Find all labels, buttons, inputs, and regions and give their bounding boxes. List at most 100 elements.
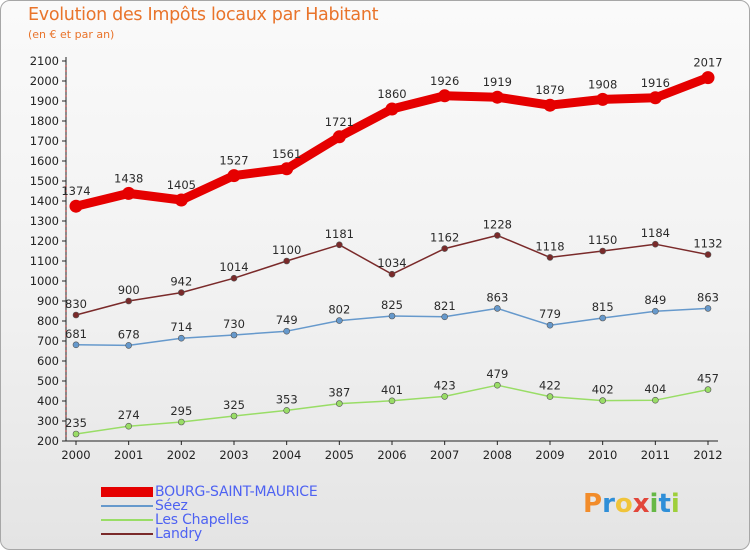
legend-label-seez: Séez bbox=[155, 498, 188, 514]
legend-label-les-chapelles: Les Chapelles bbox=[155, 512, 249, 528]
data-label-landry-2005: 1181 bbox=[325, 227, 354, 241]
data-label-s-ez-2004: 749 bbox=[276, 313, 298, 327]
y-tick-label-300: 300 bbox=[37, 414, 59, 428]
legend-label-landry: Landry bbox=[155, 526, 202, 542]
y-minor-dot-250 bbox=[65, 430, 67, 432]
y-minor-dot-350 bbox=[65, 410, 67, 412]
data-label-les-chapelles-2006: 401 bbox=[381, 383, 403, 397]
y-minor-dot-1475 bbox=[65, 185, 67, 187]
x-tick-label-2003: 2003 bbox=[219, 448, 248, 462]
data-label-les-chapelles-2004: 353 bbox=[276, 392, 298, 406]
y-tick-label-1100: 1100 bbox=[30, 254, 59, 268]
data-label-bourg-saint-maurice-2009: 1879 bbox=[535, 83, 564, 97]
data-label-landry-2000: 830 bbox=[65, 297, 87, 311]
data-label-les-chapelles-2000: 235 bbox=[65, 416, 87, 430]
x-tick-label-2005: 2005 bbox=[325, 448, 354, 462]
y-minor-dot-1450 bbox=[65, 190, 67, 192]
data-label-les-chapelles-2002: 295 bbox=[170, 404, 192, 418]
y-minor-dot-1375 bbox=[65, 205, 67, 207]
data-label-bourg-saint-maurice-2008: 1919 bbox=[483, 75, 512, 89]
brand-letter-5: t bbox=[658, 489, 671, 519]
y-minor-dot-1750 bbox=[65, 130, 67, 132]
data-label-s-ez-2012: 863 bbox=[697, 290, 719, 304]
data-label-s-ez-2005: 802 bbox=[328, 303, 350, 317]
y-minor-dot-1425 bbox=[65, 195, 67, 197]
y-tick-label-2100: 2100 bbox=[30, 54, 59, 68]
data-label-les-chapelles-2009: 422 bbox=[539, 379, 561, 393]
y-minor-dot-625 bbox=[65, 355, 67, 357]
y-minor-dot-1175 bbox=[65, 245, 67, 247]
point-landry-2009 bbox=[546, 254, 554, 261]
y-minor-dot-975 bbox=[65, 285, 67, 287]
data-label-landry-2004: 1100 bbox=[272, 243, 301, 257]
legend-swatch-landry bbox=[101, 533, 153, 535]
brand-letter-3: x bbox=[632, 489, 650, 519]
data-label-landry-2009: 1118 bbox=[535, 239, 564, 253]
y-minor-dot-275 bbox=[65, 425, 67, 427]
data-label-bourg-saint-maurice-2007: 1926 bbox=[430, 74, 459, 88]
data-label-les-chapelles-2010: 402 bbox=[592, 383, 614, 397]
y-minor-dot-725 bbox=[65, 335, 67, 337]
point-les-chapelles-2006 bbox=[388, 397, 396, 405]
x-tick-label-2012: 2012 bbox=[693, 448, 722, 462]
point-landry-2005 bbox=[336, 241, 343, 249]
y-minor-dot-2025 bbox=[65, 75, 67, 77]
y-tick-label-2000: 2000 bbox=[30, 74, 59, 88]
point-les-chapelles-2000 bbox=[72, 430, 80, 438]
brand-letter-1: r bbox=[602, 489, 615, 519]
data-label-les-chapelles-2005: 387 bbox=[328, 386, 350, 400]
data-label-bourg-saint-maurice-2001: 1438 bbox=[114, 171, 143, 185]
point-landry-2001 bbox=[125, 297, 132, 305]
data-label-landry-2012: 1132 bbox=[693, 237, 722, 251]
point-bourg-saint-maurice-2003 bbox=[227, 169, 241, 183]
legend-swatch-seez bbox=[101, 505, 153, 507]
y-tick-label-500: 500 bbox=[37, 374, 59, 388]
y-tick-label-900: 900 bbox=[37, 294, 59, 308]
y-tick-label-1800: 1800 bbox=[30, 114, 59, 128]
data-label-s-ez-2007: 821 bbox=[434, 299, 456, 313]
y-minor-dot-875 bbox=[65, 305, 67, 307]
x-tick-label-2007: 2007 bbox=[430, 448, 459, 462]
y-minor-dot-1075 bbox=[65, 265, 67, 267]
y-minor-dot-1925 bbox=[65, 95, 67, 97]
data-label-bourg-saint-maurice-2010: 1908 bbox=[588, 77, 617, 91]
point-s-ez-2003 bbox=[230, 331, 238, 339]
data-label-landry-2003: 1014 bbox=[219, 260, 248, 274]
brand-letter-6: i bbox=[670, 489, 680, 519]
y-minor-dot-1025 bbox=[65, 275, 67, 277]
y-minor-dot-425 bbox=[65, 395, 67, 397]
point-bourg-saint-maurice-2002 bbox=[174, 193, 188, 207]
y-minor-dot-1575 bbox=[65, 165, 67, 167]
data-label-landry-2010: 1150 bbox=[588, 233, 617, 247]
data-label-landry-2007: 1162 bbox=[430, 231, 459, 245]
y-tick-label-1400: 1400 bbox=[30, 194, 59, 208]
data-label-s-ez-2002: 714 bbox=[170, 320, 192, 334]
y-minor-dot-1975 bbox=[65, 85, 67, 87]
y-minor-dot-1050 bbox=[65, 270, 67, 272]
point-les-chapelles-2010 bbox=[599, 397, 606, 404]
data-label-bourg-saint-maurice-2012: 2017 bbox=[693, 56, 722, 70]
point-bourg-saint-maurice-2004 bbox=[280, 162, 294, 176]
data-label-s-ez-2003: 730 bbox=[223, 317, 245, 331]
y-minor-dot-650 bbox=[65, 350, 67, 352]
data-label-s-ez-2011: 849 bbox=[644, 293, 666, 307]
y-minor-dot-1825 bbox=[65, 115, 67, 117]
data-label-s-ez-2010: 815 bbox=[592, 300, 614, 314]
data-label-bourg-saint-maurice-2006: 1860 bbox=[377, 87, 406, 101]
y-minor-dot-1875 bbox=[65, 105, 67, 107]
y-minor-dot-2075 bbox=[65, 65, 67, 67]
data-label-les-chapelles-2003: 325 bbox=[223, 398, 245, 412]
data-label-landry-2002: 942 bbox=[170, 275, 192, 289]
point-les-chapelles-2005 bbox=[336, 400, 343, 407]
y-minor-dot-950 bbox=[65, 290, 67, 292]
point-les-chapelles-2004 bbox=[283, 407, 290, 414]
x-tick-label-2008: 2008 bbox=[483, 448, 512, 462]
y-tick-label-200: 200 bbox=[37, 434, 59, 448]
point-landry-2011 bbox=[652, 240, 659, 248]
data-label-landry-2006: 1034 bbox=[377, 256, 406, 270]
point-bourg-saint-maurice-2012 bbox=[701, 71, 715, 85]
axes: 200 300 400 500 600 700 800 900 1000 1100 1200 1300… bbox=[30, 54, 723, 462]
y-minor-dot-450 bbox=[65, 390, 67, 392]
